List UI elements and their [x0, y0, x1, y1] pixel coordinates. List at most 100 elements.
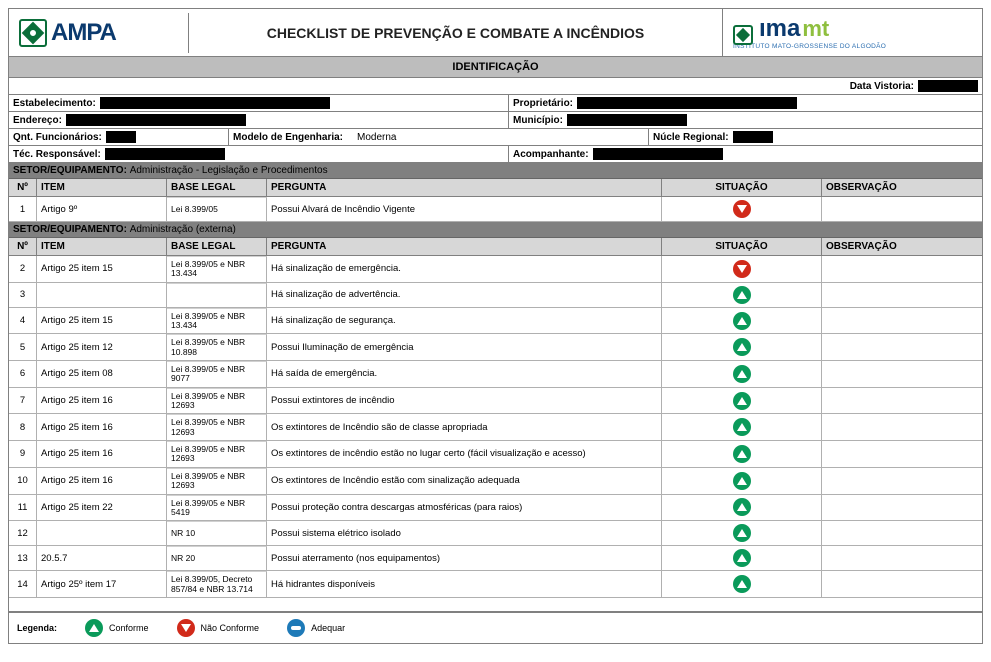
cell-situacao: [662, 388, 822, 414]
proprietario-label: Proprietário:: [513, 98, 573, 109]
cell-base: Lei 8.399/05 e NBR 13.434: [167, 308, 267, 334]
cell-base: Lei 8.399/05 e NBR 9077: [167, 361, 267, 387]
table-row: 10Artigo 25 item 16Lei 8.399/05 e NBR 12…: [9, 468, 982, 495]
page-title: CHECKLIST DE PREVENÇÃO E COMBATE A INCÊN…: [189, 25, 722, 41]
cell-observacao: [822, 521, 982, 545]
th-item: ITEM: [37, 179, 167, 196]
municipio-value: [567, 114, 687, 126]
logo-right: ıma mt INSTITUTO MATO-GROSSENSE DO ALGOD…: [722, 9, 982, 56]
cell-n: 2: [9, 256, 37, 282]
group-name: Administração (externa): [130, 224, 236, 235]
group-header: SETOR/EQUIPAMENTO: Administração (extern…: [9, 222, 982, 238]
cell-n: 5: [9, 334, 37, 360]
cell-item: Artigo 25 item 22: [37, 495, 167, 521]
acompanhante-label: Acompanhante:: [513, 149, 589, 160]
cell-pergunta: Possui proteção contra descargas atmosfé…: [267, 495, 662, 521]
cell-base: Lei 8.399/05 e NBR 5419: [167, 495, 267, 521]
legend-conforme: Conforme: [109, 623, 149, 633]
logo-left: AMPA: [9, 13, 189, 53]
status-icon: [733, 392, 751, 410]
cell-situacao: [662, 468, 822, 494]
group-name: Administração - Legislação e Procediment…: [130, 165, 328, 176]
th-n: Nº: [9, 238, 37, 255]
cell-item: Artigo 25 item 16: [37, 388, 167, 414]
status-icon: [733, 365, 751, 383]
status-icon: [733, 549, 751, 567]
section-identificacao: IDENTIFICAÇÃO: [9, 57, 982, 78]
cell-pergunta: Possui Alvará de Incêndio Vigente: [267, 197, 662, 221]
data-vistoria-label: Data Vistoria:: [850, 81, 914, 92]
cell-item: Artigo 25 item 16: [37, 441, 167, 467]
cell-situacao: [662, 521, 822, 545]
legend-naoconforme: Não Conforme: [201, 623, 260, 633]
status-icon: [733, 312, 751, 330]
legend-label: Legenda:: [17, 623, 57, 633]
cell-pergunta: Possui sistema elétrico isolado: [267, 521, 662, 545]
cell-item: Artigo 9º: [37, 197, 167, 221]
cell-situacao: [662, 256, 822, 282]
th-item: ITEM: [37, 238, 167, 255]
cell-pergunta: Há sinalização de emergência.: [267, 256, 662, 282]
cell-base: Lei 8.399/05 e NBR 12693: [167, 388, 267, 414]
cell-item: Artigo 25 item 16: [37, 414, 167, 440]
cell-observacao: [822, 197, 982, 221]
cell-observacao: [822, 546, 982, 570]
table-row: 12NR 10Possui sistema elétrico isolado: [9, 521, 982, 546]
status-icon: [733, 575, 751, 593]
table-row: 4Artigo 25 item 15Lei 8.399/05 e NBR 13.…: [9, 308, 982, 335]
cell-base: Lei 8.399/05 e NBR 10.898: [167, 334, 267, 360]
cell-observacao: [822, 468, 982, 494]
cell-pergunta: Os extintores de Incêndio estão com sina…: [267, 468, 662, 494]
status-icon: [733, 200, 751, 218]
group-prefix: SETOR/EQUIPAMENTO:: [13, 224, 127, 235]
table-row: 6Artigo 25 item 08Lei 8.399/05 e NBR 907…: [9, 361, 982, 388]
status-icon: [733, 418, 751, 436]
cell-n: 11: [9, 495, 37, 521]
table-row: 3Há sinalização de advertência.: [9, 283, 982, 308]
cell-pergunta: Possui Iluminação de emergência: [267, 334, 662, 360]
document: AMPA CHECKLIST DE PREVENÇÃO E COMBATE A …: [8, 8, 983, 644]
acompanhante-value: [593, 148, 723, 160]
cell-observacao: [822, 414, 982, 440]
modelo-eng-label: Modelo de Engenharia:: [233, 132, 343, 143]
th-base: BASE LEGAL: [167, 179, 267, 196]
cell-base: Lei 8.399/05 e NBR 12693: [167, 468, 267, 494]
table-row: 1320.5.7NR 20Possui aterramento (nos equ…: [9, 546, 982, 571]
cell-observacao: [822, 256, 982, 282]
estabelecimento-label: Estabelecimento:: [13, 98, 96, 109]
cell-base: Lei 8.399/05: [167, 197, 267, 221]
cell-item: Artigo 25 item 08: [37, 361, 167, 387]
tec-resp-label: Téc. Responsável:: [13, 149, 101, 160]
cell-item: Artigo 25 item 12: [37, 334, 167, 360]
cell-situacao: [662, 308, 822, 334]
table-row: 8Artigo 25 item 16Lei 8.399/05 e NBR 126…: [9, 414, 982, 441]
cell-base: Lei 8.399/05 e NBR 12693: [167, 441, 267, 467]
table-header: NºITEMBASE LEGALPERGUNTASITUAÇÃOOBSERVAÇ…: [9, 238, 982, 256]
cell-base: Lei 8.399/05 e NBR 12693: [167, 414, 267, 440]
cell-n: 9: [9, 441, 37, 467]
ima-text-a: ıma: [759, 15, 800, 43]
cell-observacao: [822, 571, 982, 597]
table-row: 5Artigo 25 item 12Lei 8.399/05 e NBR 10.…: [9, 334, 982, 361]
th-observacao: OBSERVAÇÃO: [822, 238, 982, 255]
cell-situacao: [662, 283, 822, 307]
cell-item: Artigo 25 item 15: [37, 256, 167, 282]
group-header: SETOR/EQUIPAMENTO: Administração - Legis…: [9, 163, 982, 179]
status-icon: [733, 524, 751, 542]
status-icon: [733, 445, 751, 463]
cell-n: 3: [9, 283, 37, 307]
table-row: 9Artigo 25 item 16Lei 8.399/05 e NBR 126…: [9, 441, 982, 468]
ima-text-b: mt: [802, 16, 829, 42]
cell-situacao: [662, 361, 822, 387]
header: AMPA CHECKLIST DE PREVENÇÃO E COMBATE A …: [9, 9, 982, 57]
legend: Legenda: Conforme Não Conforme Adequar: [9, 612, 982, 643]
table-row: 11Artigo 25 item 22Lei 8.399/05 e NBR 54…: [9, 495, 982, 522]
cell-n: 1: [9, 197, 37, 221]
legend-adequar: Adequar: [311, 623, 345, 633]
nucle-reg-label: Núcle Regional:: [653, 132, 729, 143]
th-pergunta: PERGUNTA: [267, 179, 662, 196]
status-icon: [733, 472, 751, 490]
table-row: 14Artigo 25º item 17Lei 8.399/05, Decret…: [9, 571, 982, 598]
cell-observacao: [822, 441, 982, 467]
proprietario-value: [577, 97, 797, 109]
